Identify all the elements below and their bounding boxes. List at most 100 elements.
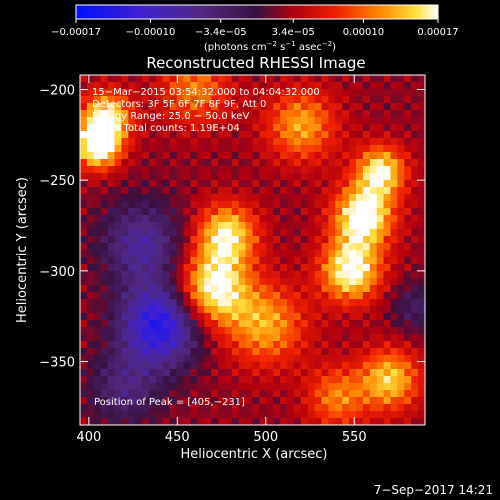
heatmap-cell <box>149 292 157 300</box>
heatmap-cell <box>197 194 205 202</box>
heatmap-cell <box>273 278 281 286</box>
heatmap-cell <box>142 89 150 97</box>
heatmap-cell <box>321 390 329 398</box>
heatmap-cell <box>342 341 350 349</box>
heatmap-cell <box>362 222 371 230</box>
heatmap-cell <box>321 166 329 174</box>
heatmap-cell <box>252 320 260 328</box>
heatmap-cell <box>307 264 315 272</box>
heatmap-cell <box>287 152 295 160</box>
heatmap-cell <box>266 285 274 293</box>
heatmap-cell <box>114 131 122 139</box>
heatmap-cell <box>114 348 122 356</box>
heatmap-cell <box>287 278 295 286</box>
heatmap-cell <box>107 103 115 111</box>
heatmap-cell <box>335 222 343 230</box>
heatmap-cell <box>155 404 164 412</box>
heatmap-cell <box>211 159 219 167</box>
heatmap-cell <box>321 348 329 356</box>
heatmap-cell <box>266 299 274 307</box>
heatmap-cell <box>204 271 212 279</box>
heatmap-cell <box>418 208 425 216</box>
heatmap-cell <box>376 292 384 300</box>
heatmap-cell <box>300 376 308 384</box>
heatmap-cell <box>273 369 281 377</box>
heatmap-cell <box>376 222 384 230</box>
heatmap-cell <box>142 103 150 111</box>
heatmap-cell <box>155 187 164 195</box>
heatmap-cell <box>369 362 377 370</box>
heatmap-cell <box>86 306 95 314</box>
heatmap-cell <box>307 313 315 321</box>
heatmap-cell <box>300 236 308 244</box>
heatmap-cell <box>411 187 419 195</box>
heatmap-cell <box>128 152 136 160</box>
heatmap-cell <box>135 334 143 342</box>
heatmap-cell <box>252 215 260 223</box>
heatmap-cell <box>107 152 115 160</box>
heatmap-cell <box>245 348 253 356</box>
heatmap-cell <box>273 222 281 230</box>
heatmap-cell <box>211 341 219 349</box>
heatmap-cell <box>356 278 364 286</box>
heatmap-cell <box>356 404 364 412</box>
heatmap-cell <box>149 271 157 279</box>
heatmap-cell <box>300 82 308 90</box>
heatmap-cell <box>280 292 288 300</box>
heatmap-cell <box>149 313 157 321</box>
heatmap-cell <box>369 96 377 104</box>
heatmap-cell <box>314 411 322 419</box>
heatmap-cell <box>100 152 108 160</box>
heatmap-cell <box>335 243 343 251</box>
heatmap-cell <box>383 306 391 314</box>
heatmap-cell <box>280 124 288 132</box>
heatmap-cell <box>369 313 377 321</box>
heatmap-cell <box>190 222 198 230</box>
heatmap-cell <box>231 278 239 286</box>
heatmap-cell <box>314 313 322 321</box>
heatmap-cell <box>390 215 398 223</box>
heatmap-cell <box>390 124 398 132</box>
heatmap-cell <box>86 243 95 251</box>
heatmap-cell <box>190 292 198 300</box>
heatmap-cell <box>238 173 246 181</box>
heatmap-cell <box>335 404 343 412</box>
heatmap-cell <box>376 383 384 391</box>
heatmap-cell <box>259 355 267 363</box>
heatmap-cell <box>390 285 398 293</box>
heatmap-cell <box>162 397 170 405</box>
heatmap-cell <box>80 271 88 279</box>
heatmap-cell <box>155 383 164 391</box>
heatmap-cell <box>307 152 315 160</box>
heatmap-cell <box>190 278 198 286</box>
heatmap-cell <box>238 194 246 202</box>
heatmap-cell <box>197 285 205 293</box>
heatmap-cell <box>342 201 350 209</box>
heatmap-cell <box>287 362 295 370</box>
heatmap-cell <box>383 208 391 216</box>
heatmap-cell <box>142 257 150 265</box>
heatmap-cell <box>390 131 398 139</box>
heatmap-cell <box>418 187 425 195</box>
heatmap-cell <box>266 257 274 265</box>
heatmap-cell <box>224 376 233 384</box>
heatmap-cell <box>369 376 377 384</box>
heatmap-cell <box>342 348 350 356</box>
heatmap-cell <box>107 341 115 349</box>
heatmap-cell <box>335 341 343 349</box>
heatmap-cell <box>183 327 191 335</box>
heatmap-cell <box>86 89 95 97</box>
heatmap-cell <box>328 341 336 349</box>
heatmap-cell <box>142 320 150 328</box>
heatmap-cell <box>273 341 281 349</box>
heatmap-cell <box>252 145 260 153</box>
heatmap-cell <box>204 327 212 335</box>
heatmap-cell <box>252 418 260 425</box>
heatmap-cell <box>197 250 205 258</box>
heatmap-cell <box>383 145 391 153</box>
heatmap-cell <box>273 215 281 223</box>
heatmap-cell <box>128 292 136 300</box>
heatmap-cell <box>300 320 308 328</box>
heatmap-cell <box>155 411 164 419</box>
heatmap-cell <box>287 82 295 90</box>
